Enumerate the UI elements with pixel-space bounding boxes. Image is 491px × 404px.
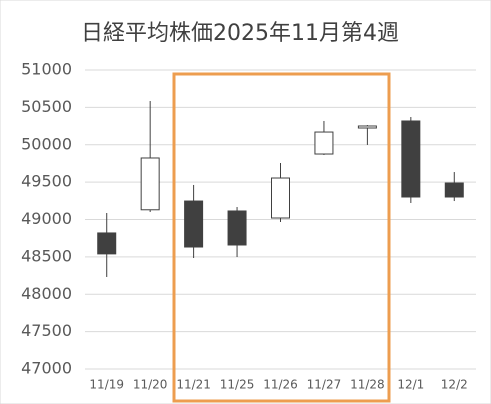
candle-body bbox=[140, 157, 160, 211]
candle-body bbox=[184, 200, 204, 248]
x-tick-label: 12/2 bbox=[441, 378, 468, 392]
x-tick-label: 11/27 bbox=[307, 378, 342, 392]
candle-body bbox=[314, 131, 334, 155]
y-tick-label: 50500 bbox=[21, 97, 72, 116]
candle-body bbox=[227, 210, 247, 246]
chart-title: 日経平均株価2025年11月第4週 bbox=[81, 21, 399, 46]
candle-body bbox=[271, 177, 290, 219]
x-tick-label: 11/28 bbox=[350, 378, 385, 392]
x-tick-label: 11/25 bbox=[220, 378, 255, 392]
candle-body bbox=[357, 125, 377, 129]
y-tick-label: 49000 bbox=[21, 209, 72, 228]
y-tick-label: 47000 bbox=[21, 359, 72, 378]
candle-body bbox=[401, 120, 421, 198]
x-tick-label: 11/20 bbox=[133, 378, 168, 392]
y-tick-label: 50000 bbox=[21, 134, 72, 153]
y-tick-label: 48000 bbox=[21, 284, 72, 303]
y-tick-label: 48500 bbox=[21, 246, 72, 265]
y-tick-label: 47500 bbox=[21, 321, 72, 340]
candle-body bbox=[444, 182, 464, 198]
x-tick-label: 11/26 bbox=[263, 378, 298, 392]
x-tick-label: 12/1 bbox=[397, 378, 424, 392]
x-tick-label: 11/19 bbox=[89, 378, 124, 392]
candle-body bbox=[97, 232, 117, 255]
y-tick-label: 49500 bbox=[21, 172, 72, 191]
y-tick-label: 51000 bbox=[21, 60, 72, 79]
x-tick-label: 11/21 bbox=[176, 378, 211, 392]
highlight-box bbox=[172, 72, 391, 403]
